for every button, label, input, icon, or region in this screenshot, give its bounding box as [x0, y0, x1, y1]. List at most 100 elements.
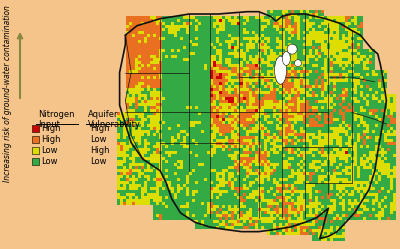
- Bar: [156, 16, 159, 19]
- Bar: [282, 181, 285, 184]
- Bar: [201, 139, 204, 142]
- Bar: [198, 106, 201, 109]
- Bar: [378, 205, 381, 208]
- Bar: [198, 58, 201, 61]
- Bar: [126, 100, 129, 103]
- Bar: [372, 55, 375, 58]
- Bar: [348, 151, 351, 154]
- Bar: [357, 112, 360, 115]
- Bar: [294, 211, 297, 214]
- Bar: [321, 211, 324, 214]
- Bar: [336, 193, 339, 196]
- Bar: [303, 196, 306, 199]
- Bar: [381, 142, 384, 145]
- Bar: [210, 22, 213, 25]
- Bar: [174, 16, 177, 19]
- Bar: [189, 82, 192, 85]
- Bar: [321, 10, 324, 13]
- Bar: [357, 151, 360, 154]
- Bar: [294, 223, 297, 226]
- Bar: [123, 184, 126, 187]
- Bar: [336, 61, 339, 64]
- Bar: [300, 58, 303, 61]
- Bar: [360, 154, 363, 157]
- Bar: [165, 19, 168, 22]
- Bar: [225, 52, 228, 55]
- Bar: [243, 196, 246, 199]
- Bar: [189, 148, 192, 151]
- Bar: [156, 211, 159, 214]
- Bar: [186, 43, 189, 46]
- Bar: [225, 214, 228, 217]
- Bar: [321, 127, 324, 130]
- Bar: [294, 37, 297, 40]
- Bar: [135, 46, 138, 49]
- Bar: [192, 88, 195, 91]
- Bar: [354, 199, 357, 202]
- Bar: [264, 103, 267, 106]
- Bar: [171, 151, 174, 154]
- Bar: [132, 25, 135, 28]
- Bar: [252, 130, 255, 133]
- Bar: [222, 94, 225, 97]
- Bar: [180, 82, 183, 85]
- Bar: [342, 70, 345, 73]
- Bar: [315, 208, 318, 211]
- Bar: [276, 85, 279, 88]
- Bar: [246, 25, 249, 28]
- Bar: [264, 160, 267, 163]
- Bar: [156, 22, 159, 25]
- Bar: [231, 214, 234, 217]
- Bar: [297, 220, 300, 223]
- Bar: [141, 196, 144, 199]
- Bar: [243, 121, 246, 124]
- Bar: [141, 145, 144, 148]
- Bar: [381, 112, 384, 115]
- Bar: [258, 205, 261, 208]
- Bar: [222, 16, 225, 19]
- Bar: [294, 85, 297, 88]
- Bar: [381, 109, 384, 112]
- Bar: [246, 133, 249, 136]
- Bar: [312, 58, 315, 61]
- Bar: [240, 187, 243, 190]
- Bar: [195, 223, 198, 226]
- Bar: [357, 175, 360, 178]
- Bar: [246, 91, 249, 94]
- Bar: [375, 184, 378, 187]
- Bar: [183, 22, 186, 25]
- Bar: [228, 133, 231, 136]
- Bar: [225, 181, 228, 184]
- Bar: [291, 112, 294, 115]
- Bar: [297, 79, 300, 82]
- Bar: [129, 37, 132, 40]
- Bar: [165, 127, 168, 130]
- Bar: [306, 178, 309, 181]
- Bar: [207, 28, 210, 31]
- Bar: [216, 103, 219, 106]
- Bar: [390, 94, 393, 97]
- Bar: [270, 49, 273, 52]
- Bar: [126, 106, 129, 109]
- Bar: [273, 127, 276, 130]
- Bar: [285, 46, 288, 49]
- Bar: [252, 214, 255, 217]
- Bar: [126, 40, 129, 43]
- Bar: [252, 166, 255, 169]
- Bar: [261, 124, 264, 127]
- Bar: [330, 82, 333, 85]
- Bar: [246, 166, 249, 169]
- Bar: [291, 82, 294, 85]
- Bar: [264, 106, 267, 109]
- Bar: [321, 202, 324, 205]
- Bar: [222, 220, 225, 223]
- Bar: [324, 199, 327, 202]
- Bar: [138, 139, 141, 142]
- Bar: [306, 166, 309, 169]
- Bar: [180, 154, 183, 157]
- Bar: [279, 70, 282, 73]
- Bar: [339, 52, 342, 55]
- Bar: [222, 40, 225, 43]
- Bar: [219, 46, 222, 49]
- Bar: [192, 37, 195, 40]
